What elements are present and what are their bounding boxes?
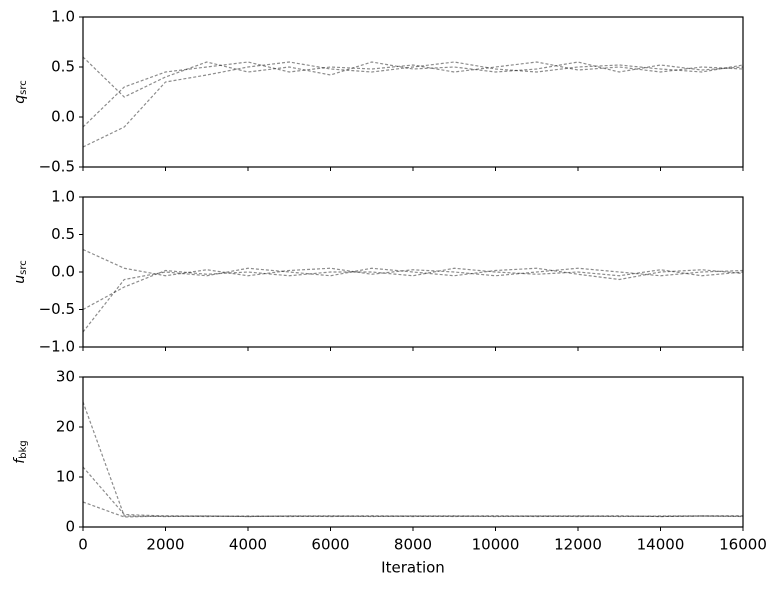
x-tick-label: 12000 — [554, 536, 602, 554]
x-tick-label: 0 — [78, 536, 88, 554]
trace-line — [82, 466, 743, 518]
x-axis-label: Iteration — [381, 559, 445, 577]
y-tick-label: 0.0 — [51, 263, 75, 281]
axes-frame — [82, 16, 744, 168]
x-tick-label: 2000 — [146, 536, 184, 554]
trace-line — [82, 267, 744, 311]
trace-line — [82, 501, 743, 518]
x-tick-label: 10000 — [472, 536, 520, 554]
x-tick-label: 6000 — [311, 536, 349, 554]
trace-line — [82, 267, 744, 333]
y-label-main: q — [12, 95, 28, 104]
y-tick-label: 30 — [56, 368, 75, 386]
axes-frame — [82, 376, 744, 528]
trace-line — [82, 61, 744, 128]
y-label-main: u — [12, 275, 28, 284]
x-tick-label: 4000 — [229, 536, 267, 554]
y-label-sub: bkg — [18, 440, 29, 459]
y-tick-label: −0.5 — [39, 300, 75, 318]
y-tick-label: 0 — [65, 518, 75, 536]
y-tick-label: −1.0 — [39, 338, 75, 356]
y-axis-label: fbkg — [12, 440, 29, 463]
y-tick-label: 1.0 — [51, 8, 75, 26]
y-tick-label: 20 — [56, 418, 75, 436]
y-axis-label: usrc — [12, 260, 29, 283]
trace-line — [82, 61, 744, 148]
trace-line — [82, 401, 744, 518]
y-tick-label: 1.0 — [51, 188, 75, 206]
y-tick-label: 0.5 — [51, 225, 75, 243]
x-tick-label: 16000 — [719, 536, 767, 554]
y-axis-label: qsrc — [12, 80, 29, 104]
trace-line — [82, 56, 744, 98]
y-label-sub: src — [18, 260, 29, 275]
y-label-sub: src — [18, 80, 29, 95]
y-tick-label: −0.5 — [39, 158, 75, 176]
x-tick-label: 8000 — [394, 536, 432, 554]
y-tick-label: 0.0 — [51, 108, 75, 126]
y-tick-label: 10 — [56, 468, 75, 486]
x-tick-label: 14000 — [637, 536, 685, 554]
y-tick-label: 0.5 — [51, 58, 75, 76]
trace-line — [82, 248, 744, 277]
y-label-main: f — [12, 457, 28, 464]
